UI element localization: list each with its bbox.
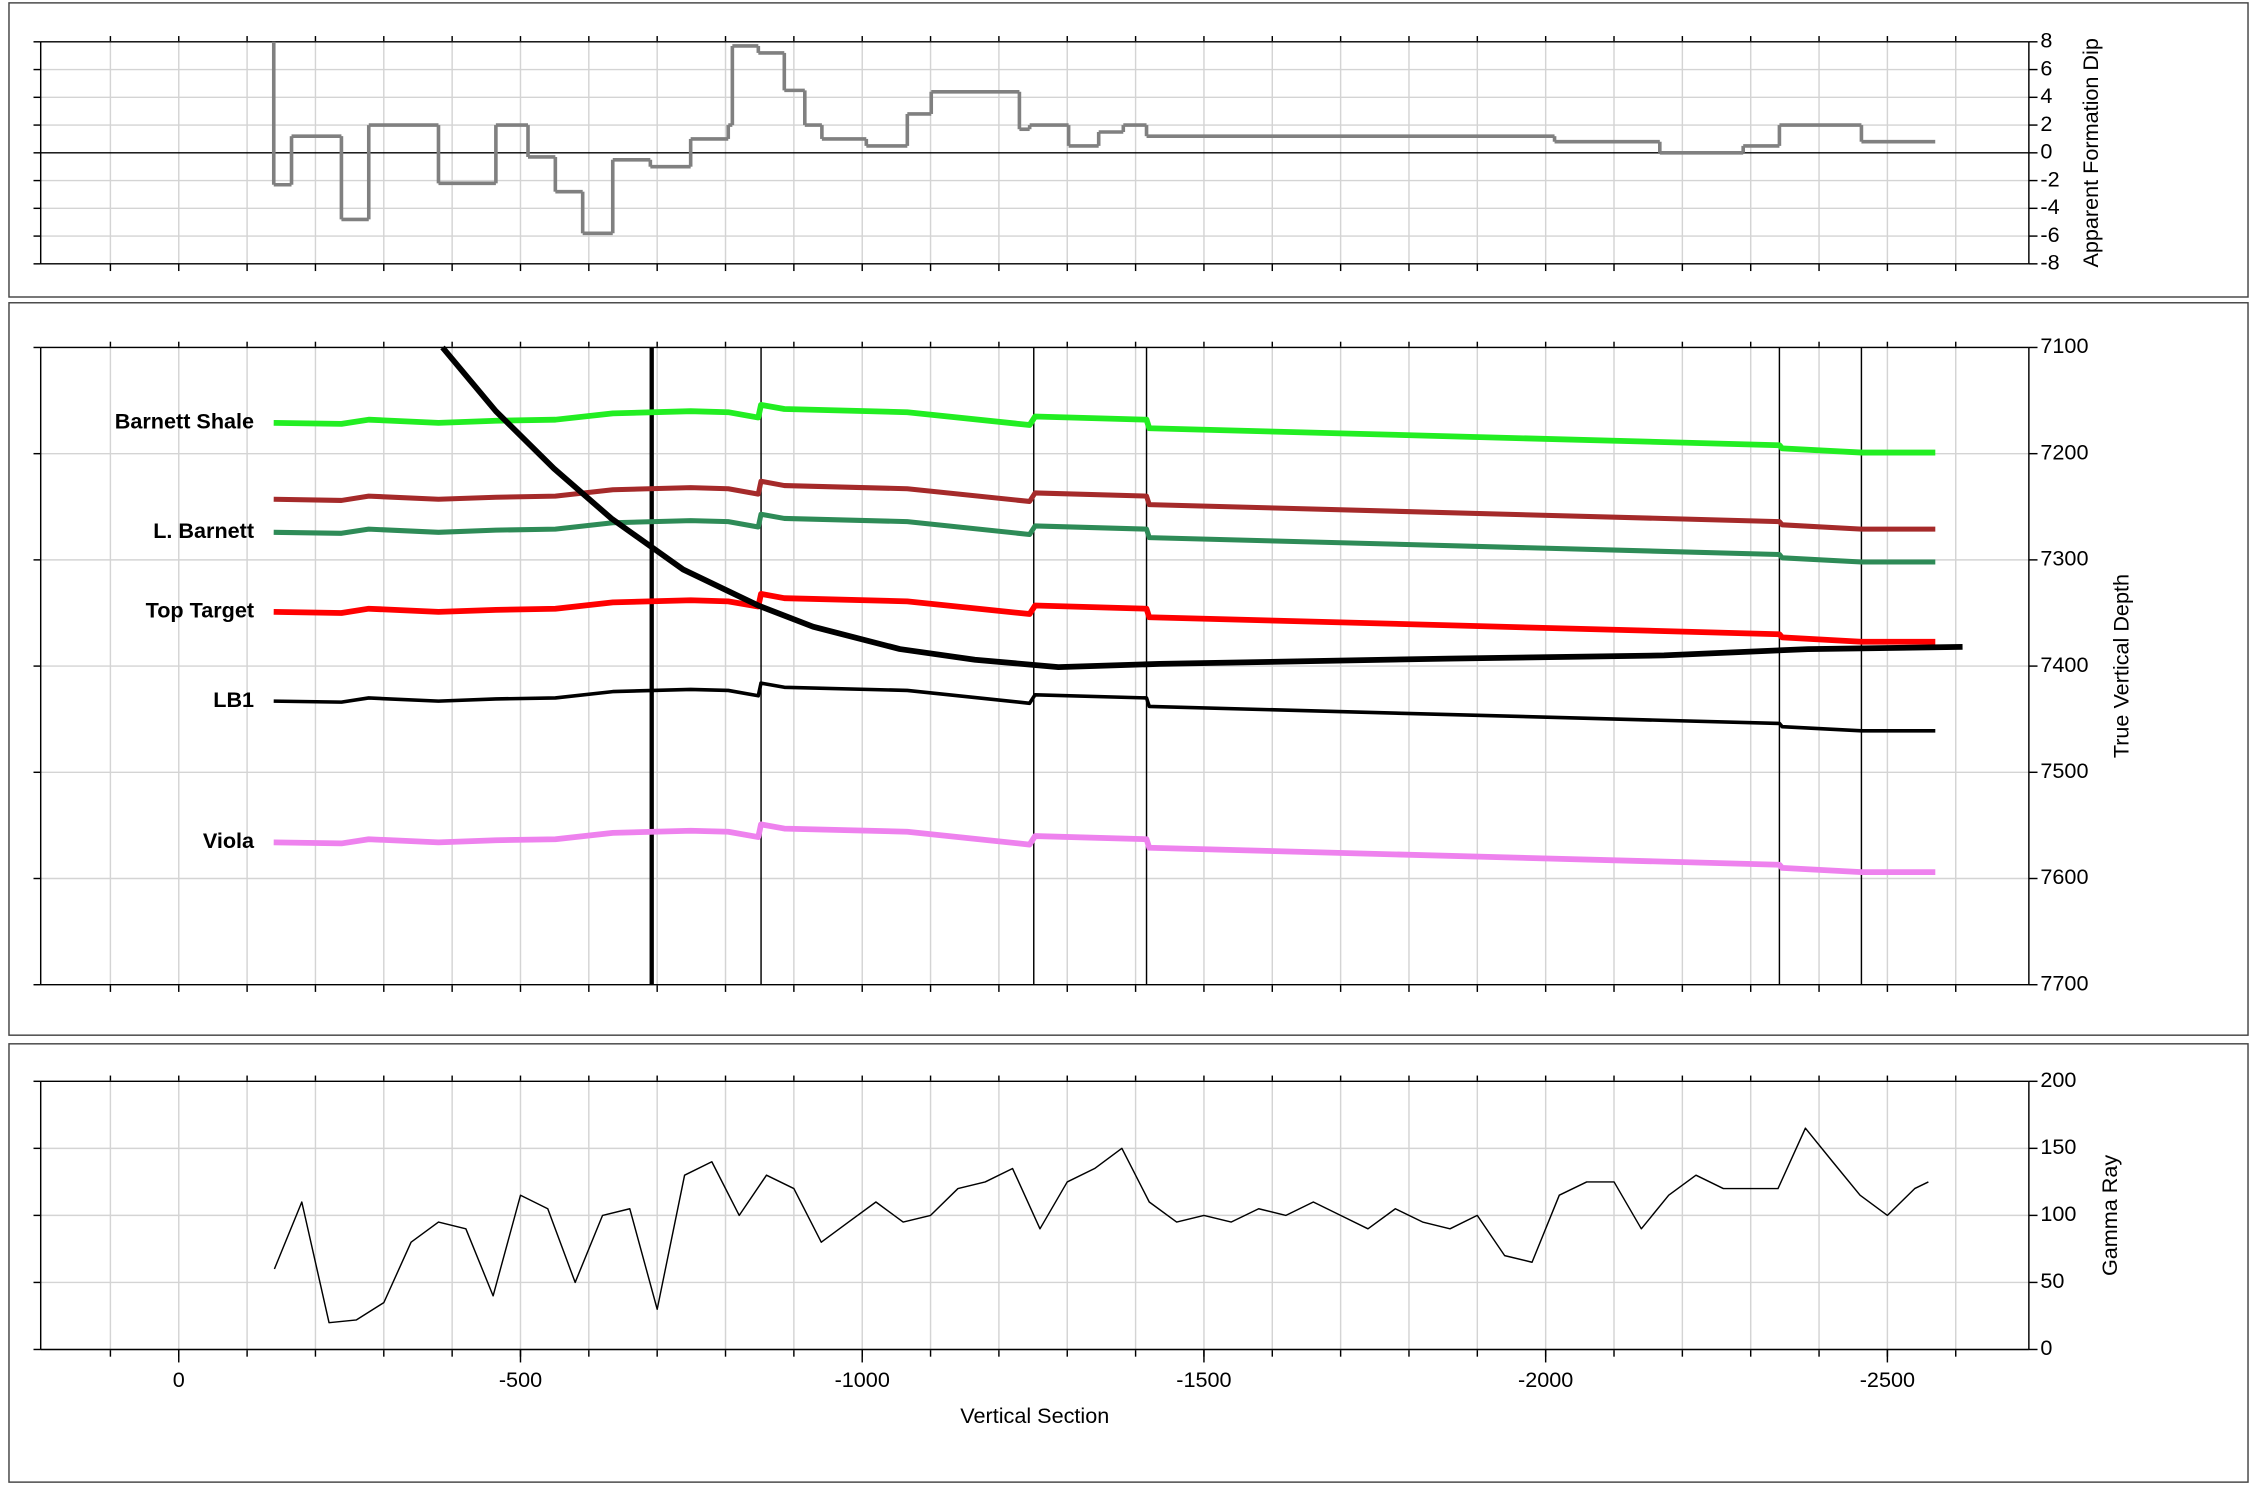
series-line (273, 590, 1936, 645)
y-tick-label: 200 (2040, 1067, 2076, 1092)
x-tick-label: -1000 (835, 1367, 890, 1392)
y-tick-label: -4 (2040, 194, 2059, 219)
x-tick-label: -2500 (1860, 1367, 1915, 1392)
panel-frame (8, 1043, 2249, 1483)
series-line (273, 1127, 1929, 1324)
x-tick-label: -1500 (1176, 1367, 1231, 1392)
y-tick-label: 100 (2040, 1201, 2076, 1226)
y-axis-title: True Vertical Depth (2108, 574, 2133, 758)
y-tick-label: 7300 (2040, 546, 2088, 571)
series-line (273, 511, 1936, 565)
horizon-label: Viola (203, 828, 255, 853)
y-tick-label: 2 (2040, 111, 2052, 136)
y-tick-label: 7100 (2040, 333, 2088, 358)
y-tick-label: 7600 (2040, 864, 2088, 889)
series-line (273, 478, 1936, 532)
y-tick-label: 7200 (2040, 439, 2088, 464)
x-axis-title: Vertical Section (960, 1403, 1109, 1428)
horizon-label: LB1 (213, 687, 254, 712)
y-tick-label: 50 (2040, 1268, 2064, 1293)
panel-frame (8, 2, 2249, 298)
x-tick-label: -2000 (1518, 1367, 1573, 1392)
y-tick-label: 6 (2040, 55, 2052, 80)
y-tick-label: 8 (2040, 28, 2052, 53)
series-line (440, 345, 1963, 670)
y-tick-label: -2 (2040, 166, 2059, 191)
y-tick-label: 0 (2040, 139, 2052, 164)
series-line (273, 821, 1936, 875)
horizon-label: L. Barnett (153, 518, 254, 543)
y-tick-label: -8 (2040, 250, 2059, 275)
panel-frame (8, 302, 2249, 1036)
y-tick-label: 0 (2040, 1335, 2052, 1360)
horizon-label: Barnett Shale (115, 409, 254, 434)
x-tick-label: 0 (173, 1367, 185, 1392)
x-tick-label: -500 (499, 1367, 542, 1392)
y-axis-title: Gamma Ray (2097, 1155, 2122, 1276)
y-tick-label: 7400 (2040, 652, 2088, 677)
y-axis-title: Apparent Formation Dip (2078, 38, 2103, 267)
series-line (273, 681, 1936, 733)
horizon-label: Top Target (146, 598, 254, 623)
y-tick-label: 4 (2040, 83, 2052, 108)
y-tick-label: -6 (2040, 222, 2059, 247)
y-tick-label: 7700 (2040, 970, 2088, 995)
y-tick-label: 150 (2040, 1134, 2076, 1159)
y-tick-label: 7500 (2040, 758, 2088, 783)
series-line (273, 401, 1936, 456)
